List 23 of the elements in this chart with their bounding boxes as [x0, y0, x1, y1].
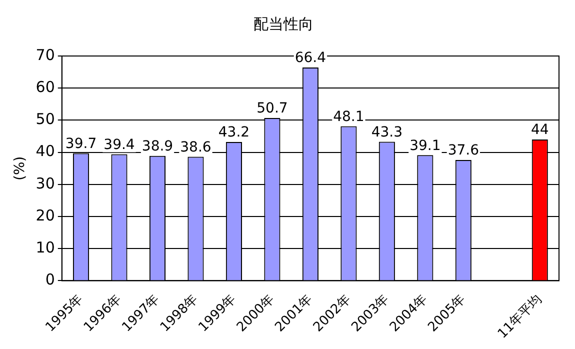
chart-title: 配当性向	[254, 14, 314, 33]
data-label: 43.2	[218, 124, 250, 141]
data-label: 66.4	[294, 50, 326, 66]
data-label: 39.1	[410, 138, 441, 154]
data-label: 44	[530, 122, 549, 138]
data-label: 38.9	[142, 138, 174, 154]
data-label: 43.3	[371, 124, 403, 140]
y-tick-label: 70	[36, 46, 55, 64]
y-tick-label: 50	[36, 110, 55, 128]
y-tick-label: 30	[36, 174, 55, 192]
data-label: 38.6	[180, 139, 212, 156]
y-tick-label: 0	[45, 270, 55, 289]
data-label: 48.1	[333, 108, 364, 125]
data-label: 37.6	[448, 142, 480, 159]
y-axis-title: (%)	[12, 156, 28, 180]
data-label: 39.4	[104, 136, 135, 153]
x-tick-label: 11年平均	[495, 292, 546, 342]
y-tick-label: 20	[36, 206, 55, 224]
data-label: 50.7	[256, 100, 288, 117]
y-tick-label: 10	[36, 238, 55, 256]
y-tick-label: 60	[36, 78, 55, 96]
y-tick-label: 40	[36, 142, 55, 160]
data-label: 39.7	[65, 136, 97, 152]
